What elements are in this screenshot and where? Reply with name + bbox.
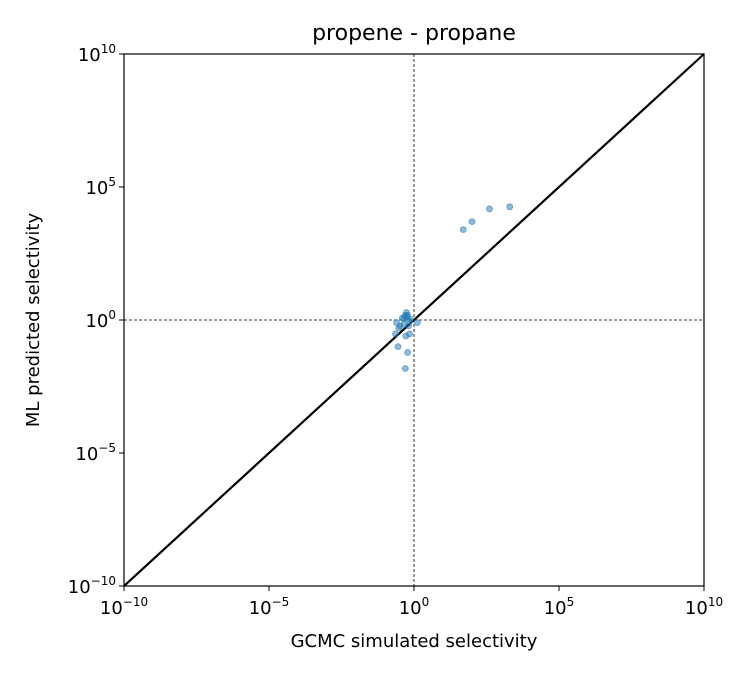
- data-point-14: [400, 320, 408, 328]
- x-tick-label-0: 10−10: [100, 595, 148, 619]
- data-point-18: [392, 330, 399, 338]
- data-point-21: [468, 218, 476, 226]
- y-tick-label-0: 10−10: [68, 574, 116, 598]
- parity-line: [123, 53, 705, 587]
- y-tick-label-4: 1010: [78, 42, 116, 66]
- chart-title: propene - propane: [312, 21, 516, 46]
- y-tick-label-2: 100: [85, 308, 116, 332]
- plot-area: 10−1010−10 10−5 10−5 100 100 105 105 1010 1010: [68, 42, 723, 619]
- data-point-10: [404, 349, 411, 356]
- data-point-9: [402, 332, 410, 340]
- data-point-23: [506, 203, 514, 211]
- data-point-22: [486, 205, 493, 213]
- data-point-20: [459, 226, 467, 234]
- x-tick-label-1: 10−5: [249, 595, 290, 619]
- data-point-12: [394, 343, 402, 351]
- data-point-13: [395, 324, 403, 332]
- x-tick-label-3: 105: [544, 595, 575, 619]
- x-tick-label-2: 100: [399, 595, 430, 619]
- y-tick-label-3: 105: [85, 175, 116, 199]
- x-tick-label-4: 1010: [685, 595, 723, 619]
- data-point-11: [401, 365, 409, 372]
- x-axis-label: GCMC simulated selectivity: [291, 631, 538, 652]
- data-point-17: [413, 319, 421, 326]
- y-tick-label-1: 10−5: [75, 441, 116, 465]
- y-axis-label: ML predicted selectivity: [23, 213, 44, 428]
- data-point-19: [406, 315, 414, 323]
